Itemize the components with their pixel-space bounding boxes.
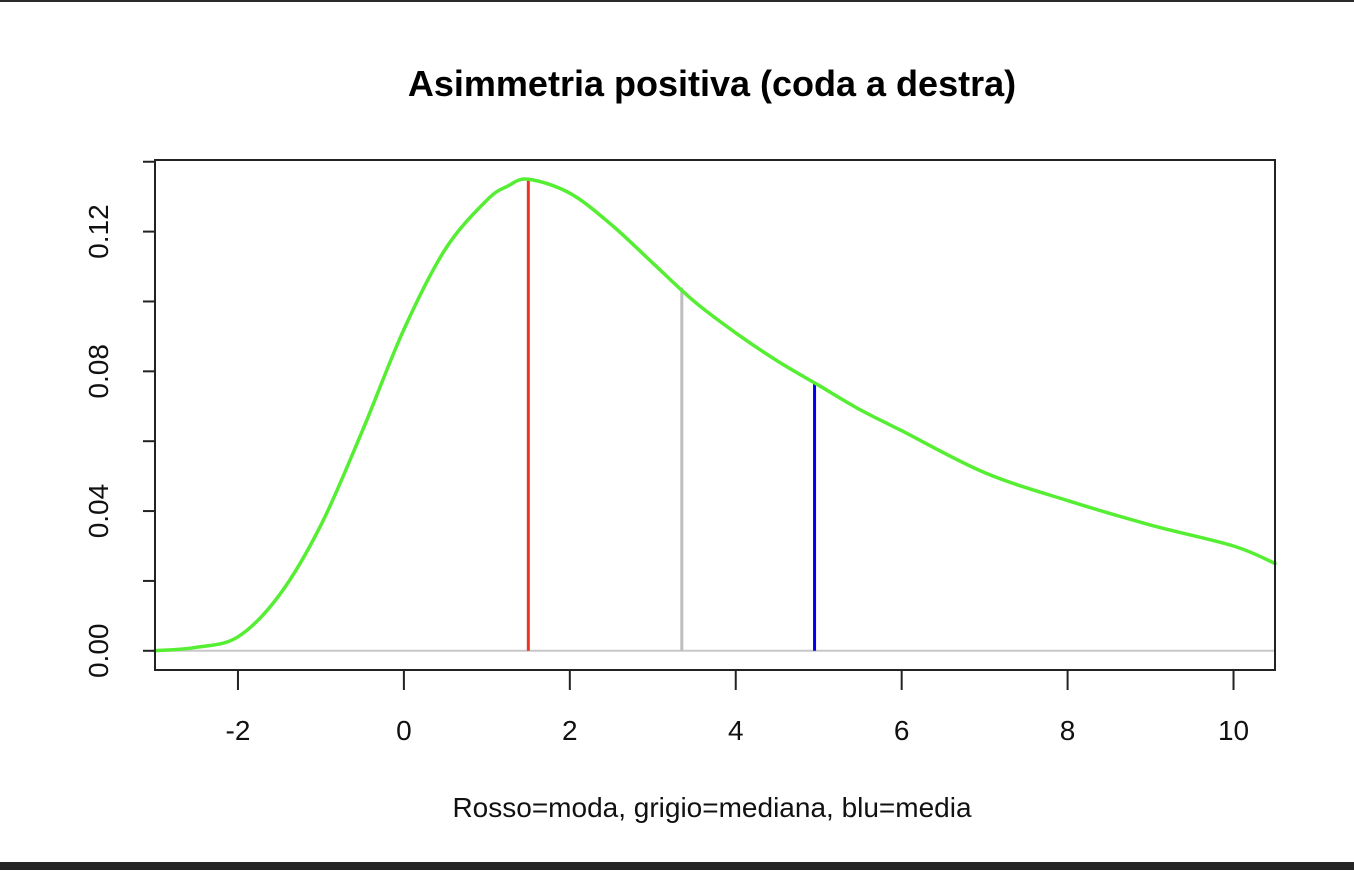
x-tick-label: 8 xyxy=(1060,715,1076,746)
x-tick-label: 2 xyxy=(562,715,578,746)
y-tick-label: 0.00 xyxy=(83,624,114,679)
y-tick-label: 0.12 xyxy=(83,204,114,259)
plot-box xyxy=(154,159,1276,671)
x-tick-label: 4 xyxy=(728,715,744,746)
y-tick-label: 0.04 xyxy=(83,484,114,539)
x-axis-label: Rosso=moda, grigio=mediana, blu=media xyxy=(452,792,972,823)
x-tick-label: 10 xyxy=(1218,715,1249,746)
plot-layer xyxy=(153,177,1277,653)
x-tick-label: -2 xyxy=(226,715,251,746)
y-axis: 0.00 0.04 0.08 0.12 xyxy=(83,160,156,679)
x-axis: -2 0 2 4 6 8 10 xyxy=(226,669,1249,746)
x-tick-label: 0 xyxy=(396,715,412,746)
density-curve xyxy=(153,177,1277,653)
y-tick-label: 0.08 xyxy=(83,344,114,399)
chart-title: Asimmetria positiva (coda a destra) xyxy=(408,63,1016,104)
x-tick-label: 6 xyxy=(894,715,910,746)
